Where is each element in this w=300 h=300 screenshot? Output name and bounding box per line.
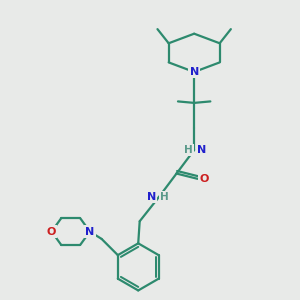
Text: N: N — [85, 226, 94, 237]
Text: O: O — [47, 226, 56, 237]
Text: O: O — [200, 174, 209, 184]
Text: N: N — [147, 192, 156, 202]
Text: H: H — [184, 145, 193, 155]
Text: H: H — [160, 192, 169, 202]
Text: N: N — [197, 145, 206, 155]
Text: N: N — [190, 67, 199, 77]
